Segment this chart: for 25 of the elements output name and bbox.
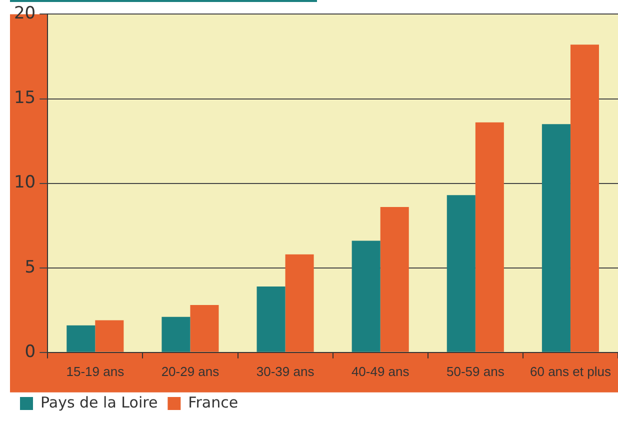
bar bbox=[380, 206, 409, 352]
bar bbox=[570, 44, 599, 352]
bar bbox=[95, 320, 124, 352]
y-tick-label: 10 bbox=[14, 172, 36, 193]
bar bbox=[352, 240, 380, 352]
bar bbox=[162, 316, 190, 352]
y-tick-label: 15 bbox=[14, 88, 36, 108]
y-tick-label: 0 bbox=[24, 342, 36, 362]
bar bbox=[66, 325, 96, 352]
x-tick-label: 30-39 ans bbox=[256, 364, 315, 379]
x-tick-label: 60 ans et plus bbox=[530, 364, 612, 379]
bar bbox=[475, 122, 504, 352]
bar bbox=[446, 195, 476, 352]
y-tick-label: 5 bbox=[24, 257, 36, 278]
legend-label: Pays de la Loire bbox=[40, 393, 158, 412]
x-tick-label: 50-59 ans bbox=[446, 364, 505, 379]
bar bbox=[190, 305, 219, 352]
x-tick-label: 40-49 ans bbox=[351, 364, 410, 379]
y-tick-label: 20 bbox=[14, 4, 36, 24]
legend-label: France bbox=[188, 393, 238, 412]
bar bbox=[256, 286, 286, 352]
x-tick-label: 15-19 ans bbox=[66, 364, 125, 379]
x-tick-label: 20-29 ans bbox=[161, 364, 220, 379]
bar bbox=[285, 254, 314, 352]
bar bbox=[542, 124, 570, 352]
